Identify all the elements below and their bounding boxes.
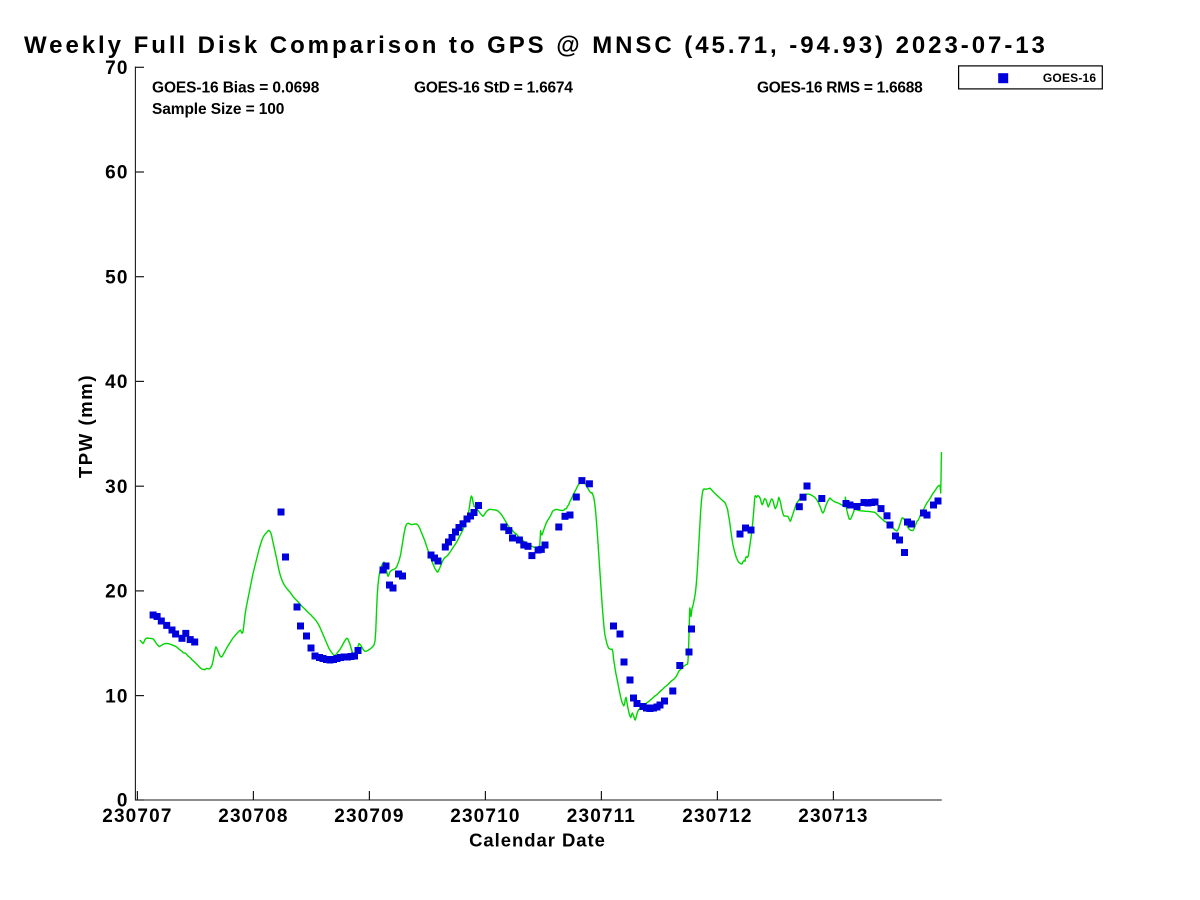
- svg-text:230709: 230709: [334, 806, 404, 827]
- svg-text:Weekly Full Disk Comparison to: Weekly Full Disk Comparison to GPS @ MNS…: [24, 32, 1048, 59]
- svg-text:50: 50: [105, 267, 128, 288]
- svg-text:230707: 230707: [102, 806, 172, 827]
- svg-text:230713: 230713: [798, 806, 868, 827]
- svg-text:Sample Size = 100: Sample Size = 100: [152, 101, 284, 118]
- svg-text:GOES-16 StD = 1.6674: GOES-16 StD = 1.6674: [414, 80, 573, 97]
- svg-text:30: 30: [105, 477, 128, 498]
- svg-text:230711: 230711: [567, 806, 636, 827]
- svg-text:10: 10: [105, 686, 128, 707]
- svg-text:GOES-16 Bias = 0.0698: GOES-16 Bias = 0.0698: [152, 80, 320, 97]
- svg-text:GOES-16: GOES-16: [1043, 71, 1097, 85]
- svg-text:70: 70: [105, 58, 128, 79]
- svg-text:40: 40: [105, 372, 128, 393]
- svg-text:230712: 230712: [682, 806, 752, 827]
- svg-text:GOES-16 RMS = 1.6688: GOES-16 RMS = 1.6688: [757, 80, 923, 97]
- svg-text:230710: 230710: [450, 806, 520, 827]
- svg-text:0: 0: [117, 791, 129, 812]
- svg-text:TPW (mm): TPW (mm): [75, 374, 96, 478]
- svg-text:20: 20: [105, 582, 128, 603]
- svg-text:230708: 230708: [218, 806, 288, 827]
- svg-text:Calendar Date: Calendar Date: [469, 830, 606, 851]
- svg-text:60: 60: [105, 163, 128, 184]
